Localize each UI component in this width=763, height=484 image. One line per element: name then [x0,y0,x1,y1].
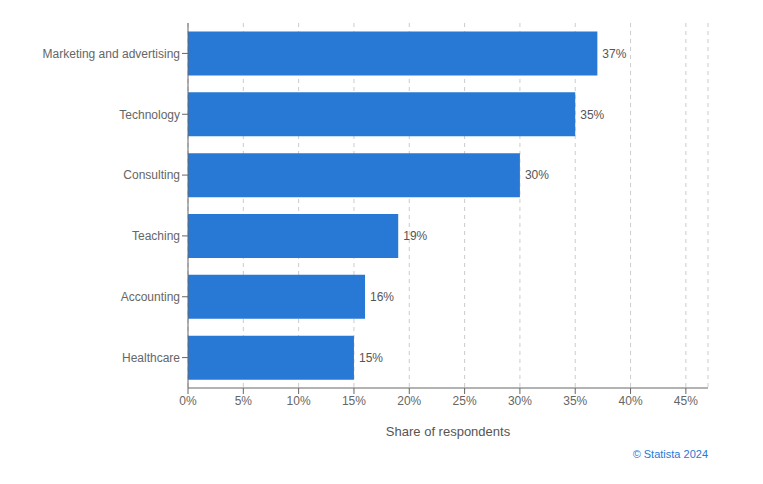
svg-text:Technology: Technology [119,108,180,122]
svg-text:Teaching: Teaching [132,229,180,243]
svg-text:30%: 30% [508,394,532,408]
svg-text:0%: 0% [179,394,197,408]
svg-text:Share of respondents: Share of respondents [386,424,511,439]
svg-text:25%: 25% [453,394,477,408]
svg-text:15%: 15% [359,351,383,365]
svg-text:19%: 19% [403,229,427,243]
svg-text:Healthcare: Healthcare [122,351,180,365]
svg-text:35%: 35% [580,108,604,122]
svg-text:20%: 20% [397,394,421,408]
svg-text:16%: 16% [370,290,394,304]
svg-text:30%: 30% [525,168,549,182]
svg-text:40%: 40% [619,394,643,408]
html-text:© Statista 2024: © Statista 2024 [632,448,708,460]
svg-text:37%: 37% [602,47,626,61]
svg-text:15%: 15% [342,394,366,408]
svg-text:10%: 10% [287,394,311,408]
svg-text:Marketing and advertising: Marketing and advertising [43,47,180,61]
svg-text:Accounting: Accounting [121,290,180,304]
svg-text:45%: 45% [674,394,698,408]
svg-text:Consulting: Consulting [123,168,180,182]
svg-text:5%: 5% [235,394,253,408]
svg-text:35%: 35% [563,394,587,408]
